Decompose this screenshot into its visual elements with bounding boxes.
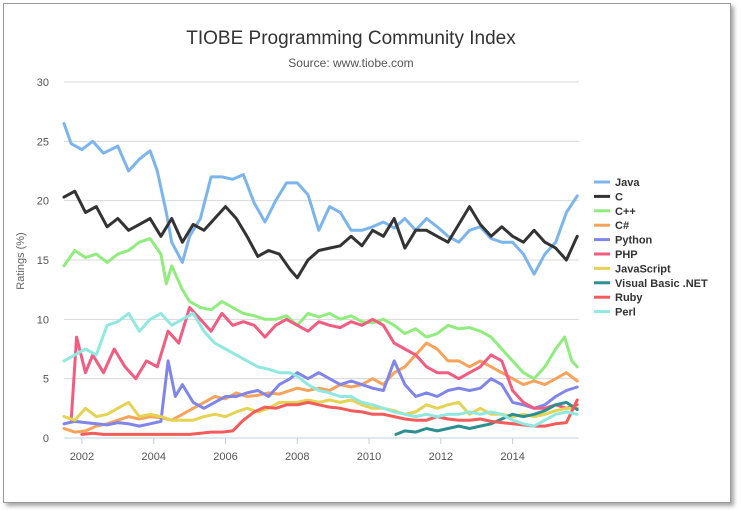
- y-tick-label: 20: [37, 196, 49, 208]
- legend-item-php[interactable]: PHP: [594, 249, 638, 261]
- y-tick-label: 25: [37, 136, 49, 148]
- x-tick-label: 2010: [357, 451, 381, 463]
- legend[interactable]: Java C C++ C# Python PHP JavaScript Visual Basi…: [594, 177, 708, 319]
- x-tick-label: 2008: [285, 451, 309, 463]
- x-tick-label: 2004: [141, 451, 165, 463]
- legend-label: Ruby: [615, 292, 643, 304]
- series-line-c: [62, 341, 579, 434]
- legend-label: C: [615, 191, 623, 203]
- y-tick-label: 0: [43, 433, 49, 445]
- legend-item-c[interactable]: C: [594, 191, 623, 203]
- legend-label: JavaScript: [615, 263, 671, 275]
- legend-item-c[interactable]: C#: [594, 220, 629, 232]
- series-line-php: [69, 306, 579, 422]
- tiobe-line-chart: TIOBE Programming Community Index Source…: [15, 28, 708, 463]
- series-line-java: [62, 122, 579, 276]
- series-line-visual-basic-net: [394, 400, 579, 436]
- legend-item-javascript[interactable]: JavaScript: [594, 263, 671, 275]
- chart-subtitle: Source: www.tiobe.com: [288, 56, 413, 70]
- y-tick-label: 30: [37, 77, 49, 89]
- legend-label: Visual Basic .NET: [615, 278, 708, 290]
- legend-item-c[interactable]: C++: [594, 206, 636, 218]
- x-tick-label: 2006: [213, 451, 237, 463]
- legend-label: C#: [615, 220, 629, 232]
- chart-frame: TIOBE Programming Community Index Source…: [3, 3, 731, 503]
- x-tick-label: 2014: [500, 451, 524, 463]
- legend-label: Java: [615, 177, 640, 189]
- series-line-python: [62, 359, 579, 428]
- y-axis-ticks: 0 5 10 15 20 25 30: [37, 77, 49, 445]
- x-tick-label: 2002: [70, 451, 94, 463]
- legend-label: Python: [615, 235, 653, 247]
- series-lines: [62, 122, 579, 436]
- y-tick-label: 15: [37, 255, 49, 267]
- series-line-c: [62, 189, 579, 280]
- y-tick-label: 5: [43, 374, 49, 386]
- legend-item-java[interactable]: Java: [594, 177, 640, 189]
- x-axis-ticks: 2002 2004 2006 2008 2010 2012 2014: [70, 438, 525, 463]
- x-tick-label: 2012: [429, 451, 453, 463]
- legend-item-ruby[interactable]: Ruby: [594, 292, 643, 304]
- legend-label: Perl: [615, 307, 636, 319]
- series-line-perl: [62, 311, 579, 428]
- chart-title: TIOBE Programming Community Index: [186, 28, 516, 49]
- series-line-ruby: [80, 398, 579, 436]
- y-tick-label: 10: [37, 314, 49, 326]
- legend-item-perl[interactable]: Perl: [594, 307, 636, 319]
- series-line-javascript: [62, 398, 579, 422]
- series-line-c: [62, 237, 579, 381]
- legend-item-visual-basic-net[interactable]: Visual Basic .NET: [594, 278, 708, 290]
- legend-item-python[interactable]: Python: [594, 235, 653, 247]
- legend-label: C++: [615, 206, 636, 218]
- legend-label: PHP: [615, 249, 638, 261]
- y-axis-label: Ratings (%): [15, 232, 27, 289]
